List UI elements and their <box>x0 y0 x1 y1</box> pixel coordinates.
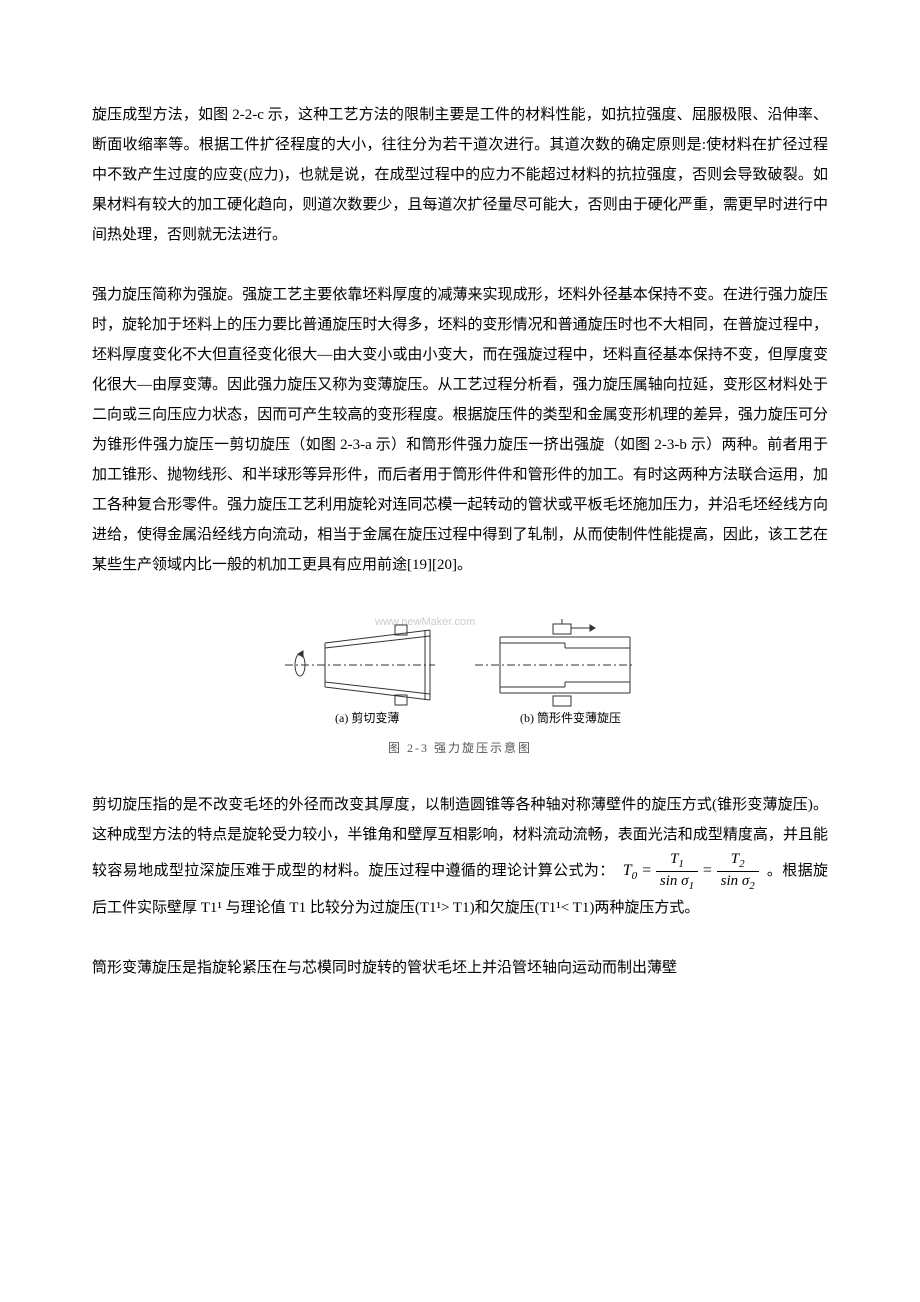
figure-watermark: www.newMaker.com <box>374 616 475 628</box>
figure-caption-main: 图 2-3 强力旋压示意图 <box>92 736 828 760</box>
figure-2-3: www.newMaker.com (a) 剪切变薄 <box>92 610 828 760</box>
figure-caption-b: (b) 筒形件变薄旋压 <box>520 710 621 725</box>
paragraph-2: 强力旋压简称为强旋。强旋工艺主要依靠坯料厚度的减薄来实现成形，坯料外径基本保持不… <box>92 280 828 580</box>
paragraph-1: 旋压成型方法，如图 2-2-c 示，这种工艺方法的限制主要是工件的材料性能，如抗… <box>92 100 828 250</box>
paragraph-3: 剪切旋压指的是不改变毛坯的外径而改变其厚度，以制造圆锥等各种轴对称薄壁件的旋压方… <box>92 790 828 923</box>
figure-caption-a: (a) 剪切变薄 <box>335 710 399 725</box>
paragraph-4: 筒形变薄旋压是指旋轮紧压在与芯模同时旋转的管状毛坯上并沿管坯轴向运动而制出薄壁 <box>92 953 828 983</box>
figure-diagram: www.newMaker.com (a) 剪切变薄 <box>275 610 645 730</box>
formula-t0: T0 = T1 sin σ1 = T2 sin σ2 <box>623 850 759 893</box>
